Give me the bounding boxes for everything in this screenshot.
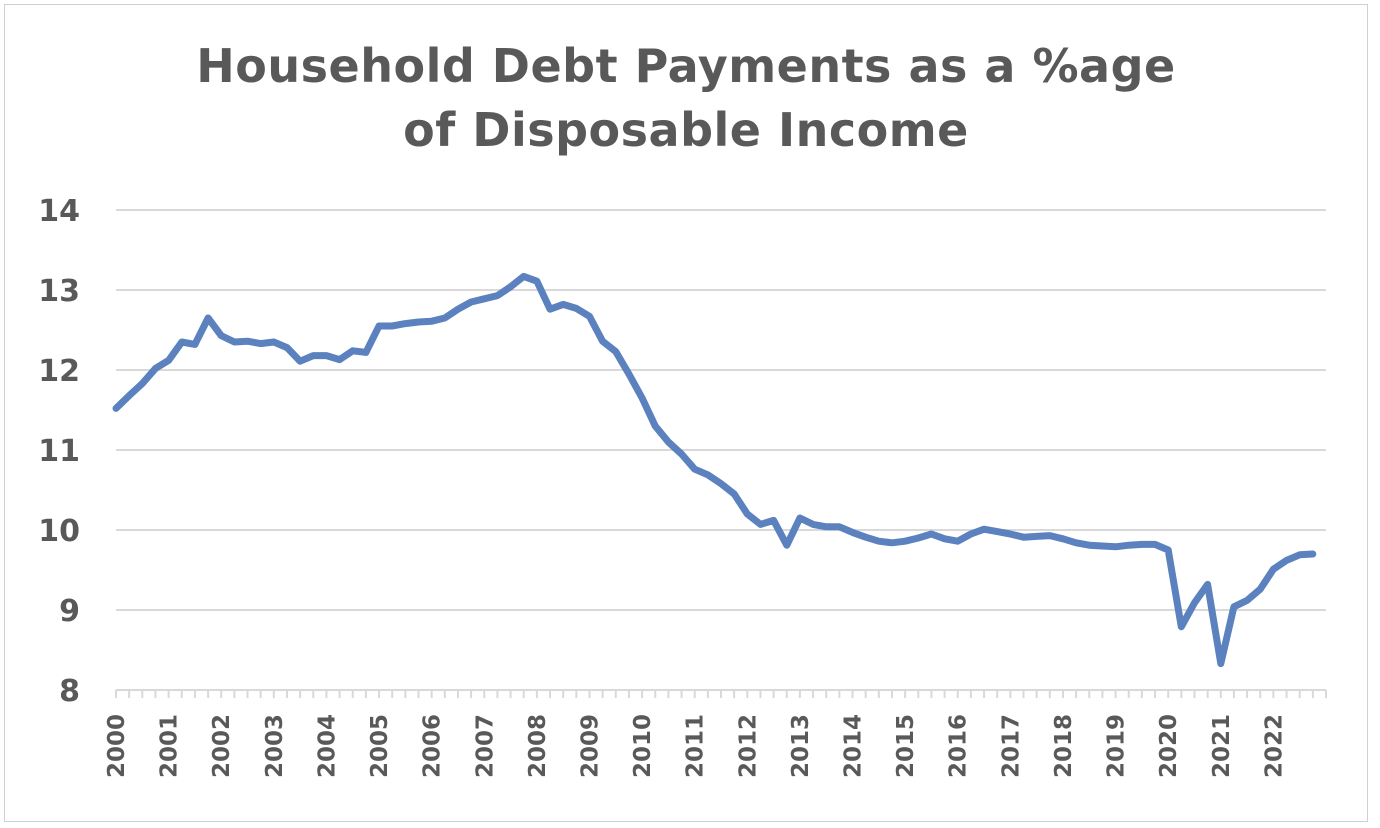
x-tick-label-2018: 2018	[1051, 714, 1077, 778]
x-tick-label-2010: 2010	[630, 714, 656, 778]
x-tick-label-2015: 2015	[893, 714, 919, 778]
x-tick-label-2006: 2006	[420, 714, 446, 778]
x-tick-label-2022: 2022	[1261, 714, 1287, 778]
chart-title-line-2: of Disposable Income	[403, 103, 969, 157]
x-tick-label-2012: 2012	[735, 714, 761, 778]
chart-frame	[4, 4, 1368, 822]
chart-title: Household Debt Payments as a %age of Dis…	[0, 34, 1372, 162]
x-tick-label-2011: 2011	[683, 714, 709, 778]
y-tick-label-11: 11	[38, 434, 80, 469]
x-tick-label-2019: 2019	[1104, 714, 1130, 778]
x-tick-label-2002: 2002	[209, 714, 235, 778]
x-tick-label-2001: 2001	[157, 714, 183, 778]
x-tick-label-2007: 2007	[472, 714, 498, 778]
chart-title-line-1: Household Debt Payments as a %age	[196, 39, 1176, 93]
series-line-0	[112, 272, 1317, 668]
x-tick-label-2008: 2008	[525, 714, 551, 778]
series-group	[112, 272, 1317, 668]
y-tick-label-12: 12	[38, 354, 80, 389]
y-axis-tick-labels: 8 9 10 11 12 13 14	[38, 194, 80, 709]
x-axis-tick-labels: 2000 2001 2002 2003 2004 2005 2006 2007 2008 2009…	[104, 714, 1287, 778]
y-tick-label-8: 8	[59, 674, 80, 709]
x-tick-label-2000: 2000	[104, 714, 130, 778]
x-axis	[115, 689, 1327, 698]
y-tick-label-13: 13	[38, 274, 80, 309]
y-tick-label-9: 9	[59, 594, 80, 629]
y-tick-label-14: 14	[38, 194, 80, 229]
x-tick-label-2021: 2021	[1209, 714, 1235, 778]
x-tick-label-2003: 2003	[262, 714, 288, 778]
x-tick-label-2009: 2009	[577, 714, 603, 778]
y-tick-label-10: 10	[38, 514, 80, 549]
x-tick-label-2013: 2013	[788, 714, 814, 778]
x-tick-label-2005: 2005	[367, 714, 393, 778]
x-tick-label-2017: 2017	[998, 714, 1024, 778]
x-tick-label-2020: 2020	[1156, 714, 1182, 778]
x-tick-label-2004: 2004	[314, 714, 340, 778]
gridlines	[116, 209, 1326, 611]
x-tick-label-2016: 2016	[946, 714, 972, 778]
x-tick-label-2014: 2014	[841, 714, 867, 778]
